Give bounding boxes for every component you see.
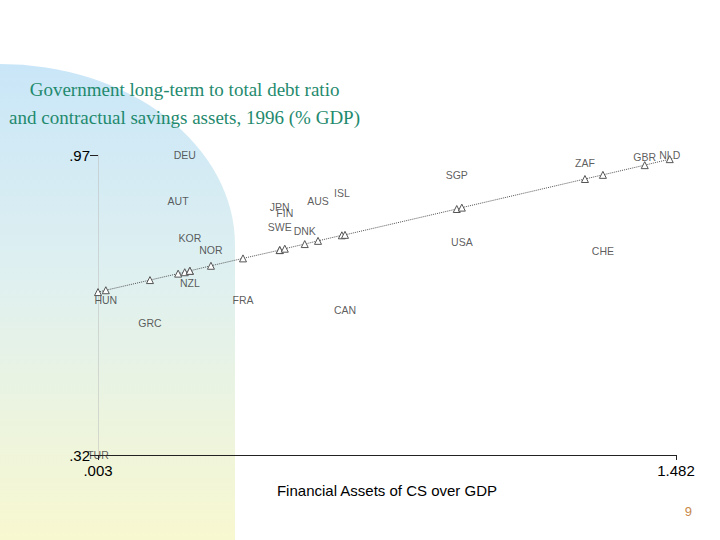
svg-text:DNK: DNK (294, 225, 316, 237)
svg-text:and contractual savings assets: and contractual savings assets, 1996 (% … (9, 107, 360, 129)
svg-text:CHE: CHE (592, 245, 614, 257)
svg-text:Financial Assets of CS over GD: Financial Assets of CS over GDP (277, 482, 497, 499)
svg-text:GRC: GRC (138, 317, 162, 329)
svg-text:FRA: FRA (232, 294, 253, 306)
svg-text:1.482: 1.482 (657, 462, 695, 479)
svg-text:ISL: ISL (334, 187, 350, 199)
svg-text:AUT: AUT (168, 195, 190, 207)
svg-text:9: 9 (685, 504, 692, 519)
svg-text:TUR: TUR (87, 449, 109, 461)
svg-text:.97: .97 (69, 147, 90, 164)
svg-text:NOR: NOR (199, 244, 223, 256)
svg-text:KOR: KOR (178, 232, 201, 244)
svg-text:SGP: SGP (446, 169, 468, 181)
svg-text:.003: .003 (83, 462, 112, 479)
svg-text:ZAF: ZAF (575, 157, 595, 169)
svg-text:AUS: AUS (307, 195, 329, 207)
svg-text:DEU: DEU (174, 149, 196, 161)
svg-text:SWE: SWE (268, 221, 292, 233)
svg-text:Government long-term to total: Government long-term to total debt ratio (30, 79, 340, 100)
svg-text:NZL: NZL (180, 277, 200, 289)
svg-text:USA: USA (451, 236, 473, 248)
svg-text:HUN: HUN (94, 293, 118, 306)
html-text:GBR NLD: GBR NLD (633, 149, 681, 163)
svg-text:FIN: FIN (276, 207, 293, 219)
svg-text:CAN: CAN (334, 304, 356, 316)
svg-text:.32: .32 (69, 446, 90, 464)
